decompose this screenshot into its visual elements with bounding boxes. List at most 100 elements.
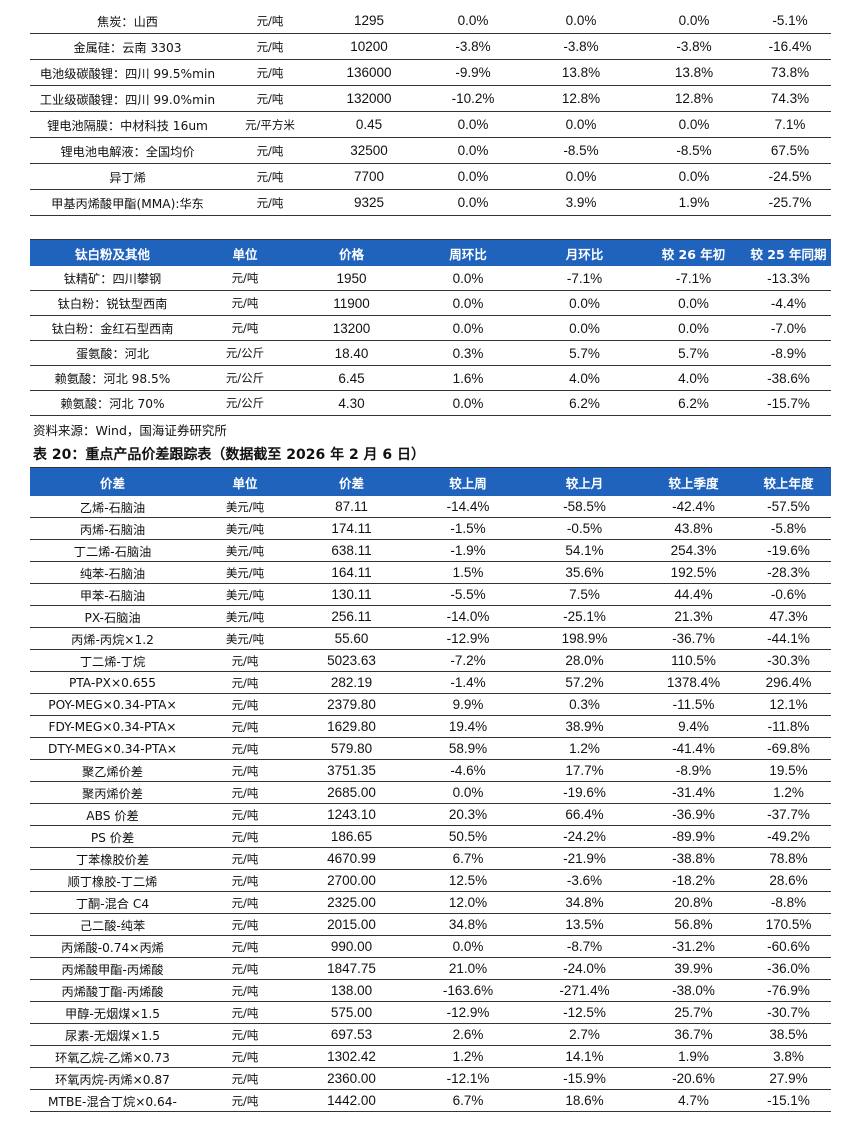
- change-cell-2: -24.0%: [528, 957, 641, 980]
- value-cell: 1295: [315, 8, 423, 34]
- item-name-cell: 钛精矿：四川攀钢: [30, 266, 195, 291]
- change-cell-1: 0.0%: [423, 8, 523, 34]
- change-cell-1: -7.2%: [408, 649, 528, 672]
- unit-cell: 元/吨: [225, 137, 315, 164]
- item-name-cell: PS 价差: [30, 825, 195, 848]
- table-row: 丙烯酸丁酯-丙烯酸 元/吨 138.00 -163.6% -271.4% -38.0% -7…: [30, 979, 831, 1002]
- table-row: 顺丁橡胶-丁二烯 元/吨 2700.00 12.5% -3.6% -18.2% 28.6%: [30, 869, 831, 892]
- change-cell-4: -8.9%: [746, 340, 831, 366]
- item-name-cell: 工业级碳酸锂：四川 99.0%min: [30, 85, 225, 112]
- change-cell-3: 192.5%: [641, 561, 746, 584]
- unit-cell: 元/吨: [195, 957, 295, 980]
- change-cell-3: 56.8%: [641, 913, 746, 936]
- column-header: 钛白粉及其他: [30, 239, 195, 266]
- change-cell-1: 20.3%: [408, 803, 528, 826]
- change-cell-2: 17.7%: [528, 759, 641, 782]
- unit-cell: 美元/吨: [195, 496, 295, 518]
- change-cell-1: -5.5%: [408, 583, 528, 606]
- value-cell: 1629.80: [295, 715, 408, 738]
- change-cell-1: 1.2%: [408, 1045, 528, 1068]
- table-header-row: 价差 单位 价差 较上周 较上月 较上季度 较上年度: [30, 467, 831, 496]
- column-header: 较 25 年同期: [746, 239, 831, 266]
- change-cell-2: 0.0%: [523, 163, 639, 190]
- item-name-cell: 丙烯酸甲酯-丙烯酸: [30, 957, 195, 980]
- table-row: 赖氨酸：河北 70% 元/公斤 4.30 0.0% 6.2% 6.2% -15.7%: [30, 390, 831, 416]
- change-cell-3: 1378.4%: [641, 671, 746, 694]
- table-row: 乙烯-石脑油 美元/吨 87.11 -14.4% -58.5% -42.4% -57.5%: [30, 496, 831, 518]
- column-header: 单位: [195, 467, 295, 496]
- column-header: 较上月: [528, 467, 641, 496]
- item-name-cell: 乙烯-石脑油: [30, 496, 195, 518]
- change-cell-1: -1.9%: [408, 539, 528, 562]
- value-cell: 4.30: [295, 390, 408, 416]
- change-cell-4: 27.9%: [746, 1067, 831, 1090]
- change-cell-2: 38.9%: [528, 715, 641, 738]
- change-cell-1: -163.6%: [408, 979, 528, 1002]
- table-row: 丙烯酸-0.74×丙烯 元/吨 990.00 0.0% -8.7% -31.2% -60.6…: [30, 935, 831, 958]
- change-cell-1: 6.7%: [408, 1089, 528, 1112]
- change-cell-3: 13.8%: [639, 59, 749, 86]
- change-cell-4: -11.8%: [746, 715, 831, 738]
- change-cell-1: 0.0%: [423, 189, 523, 216]
- change-cell-1: 34.8%: [408, 913, 528, 936]
- unit-cell: 元/吨: [195, 979, 295, 1002]
- product-spread-table: 价差 单位 价差 较上周 较上月 较上季度 较上年度 乙烯-石脑油 美元/吨 87.11 -14.…: [30, 467, 831, 1112]
- change-cell-2: 7.5%: [528, 583, 641, 606]
- table-row: PS 价差 元/吨 186.65 50.5% -24.2% -89.9% -49.2%: [30, 825, 831, 848]
- unit-cell: 美元/吨: [195, 583, 295, 606]
- item-name-cell: ABS 价差: [30, 803, 195, 826]
- change-cell-1: 0.0%: [423, 111, 523, 138]
- value-cell: 10200: [315, 33, 423, 60]
- item-name-cell: 甲基丙烯酸甲酯(MMA):华东: [30, 189, 225, 216]
- column-header: 较上季度: [641, 467, 746, 496]
- item-name-cell: 环氧乙烷-乙烯×0.73: [30, 1045, 195, 1068]
- change-cell-3: -3.8%: [639, 33, 749, 60]
- column-header: 较上周: [408, 467, 528, 496]
- change-cell-2: -3.8%: [523, 33, 639, 60]
- unit-cell: 元/吨: [195, 891, 295, 914]
- change-cell-4: -36.0%: [746, 957, 831, 980]
- value-cell: 7700: [315, 163, 423, 190]
- value-cell: 55.60: [295, 627, 408, 650]
- change-cell-2: -19.6%: [528, 781, 641, 804]
- table-row: 丁苯橡胶价差 元/吨 4670.99 6.7% -21.9% -38.8% 78.8%: [30, 847, 831, 870]
- item-name-cell: POY-MEG×0.34-PTA×: [30, 693, 195, 716]
- table-row: 丙烯-石脑油 美元/吨 174.11 -1.5% -0.5% 43.8% -5.8%: [30, 517, 831, 540]
- unit-cell: 元/吨: [195, 1089, 295, 1112]
- change-cell-3: -89.9%: [641, 825, 746, 848]
- change-cell-2: 3.9%: [523, 189, 639, 216]
- change-cell-4: -5.1%: [749, 8, 831, 34]
- table-row: 钛白粉：金红石型西南 元/吨 13200 0.0% 0.0% 0.0% -7.0%: [30, 315, 831, 341]
- unit-cell: 元/吨: [195, 781, 295, 804]
- unit-cell: 元/吨: [195, 1045, 295, 1068]
- table-row: MTBE-混合丁烷×0.64- 元/吨 1442.00 6.7% 18.6% 4.7% -1…: [30, 1089, 831, 1112]
- change-cell-2: 13.5%: [528, 913, 641, 936]
- change-cell-2: -24.2%: [528, 825, 641, 848]
- unit-cell: 元/吨: [195, 1067, 295, 1090]
- value-cell: 2360.00: [295, 1067, 408, 1090]
- change-cell-3: -36.9%: [641, 803, 746, 826]
- table-row: PX-石脑油 美元/吨 256.11 -14.0% -25.1% 21.3% 47.3%: [30, 605, 831, 628]
- item-name-cell: 丙烯-丙烷×1.2: [30, 627, 195, 650]
- change-cell-1: 19.4%: [408, 715, 528, 738]
- column-header: 月环比: [528, 239, 641, 266]
- change-cell-3: 44.4%: [641, 583, 746, 606]
- unit-cell: 美元/吨: [195, 517, 295, 540]
- change-cell-1: 1.5%: [408, 561, 528, 584]
- change-cell-4: 74.3%: [749, 85, 831, 112]
- change-cell-2: 14.1%: [528, 1045, 641, 1068]
- change-cell-2: 28.0%: [528, 649, 641, 672]
- value-cell: 4670.99: [295, 847, 408, 870]
- change-cell-2: 0.0%: [528, 315, 641, 341]
- item-name-cell: 丁二烯-丁烷: [30, 649, 195, 672]
- item-name-cell: 丁二烯-石脑油: [30, 539, 195, 562]
- item-name-cell: 丙烯酸-0.74×丙烯: [30, 935, 195, 958]
- value-cell: 186.65: [295, 825, 408, 848]
- change-cell-3: -41.4%: [641, 737, 746, 760]
- table-row: 电池级碳酸锂：四川 99.5%min 元/吨 136000 -9.9% 13.8% 13.…: [30, 59, 831, 86]
- change-cell-2: 4.0%: [528, 365, 641, 391]
- column-header: 周环比: [408, 239, 528, 266]
- change-cell-2: -15.9%: [528, 1067, 641, 1090]
- change-cell-4: 73.8%: [749, 59, 831, 86]
- change-cell-1: 0.0%: [423, 137, 523, 164]
